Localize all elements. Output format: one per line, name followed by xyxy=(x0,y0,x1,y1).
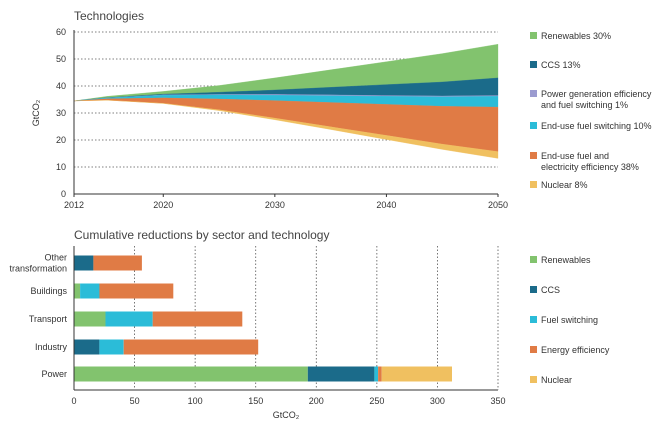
legend-swatch-ccs-13 xyxy=(530,61,537,68)
legend-label-end-use-fuel-and-electricity-efficiency-38: End-use fuel and electricity efficiency 3… xyxy=(541,151,639,172)
y-tick-label-60: 60 xyxy=(56,27,66,37)
x-tick-label-2020: 2020 xyxy=(153,200,173,210)
bar-buildings-renewables xyxy=(74,283,81,299)
bar-power-fuel-switching xyxy=(374,366,378,382)
bar-x-tick-label-350: 350 xyxy=(490,396,505,406)
reductions-axes: 0 50 100 150 200 250 300 350 Other transformation… xyxy=(9,246,506,406)
x-tick-label-2040: 2040 xyxy=(376,200,396,210)
legend-label-renewables: Renewables xyxy=(541,255,591,265)
legend-swatch-fuel-switching xyxy=(530,316,537,323)
legend-label-energy-efficiency: Energy efficiency xyxy=(541,345,610,355)
bar-buildings-fuel-switching xyxy=(80,283,100,299)
legend-label-end-use-fuel-switching-10: End-use fuel switching 10% xyxy=(541,121,652,131)
y-tick-label-50: 50 xyxy=(56,54,66,64)
bar-power-nuclear xyxy=(381,366,452,382)
x-tick-label-2030: 2030 xyxy=(265,200,285,210)
reductions-gridlines xyxy=(134,246,499,390)
legend-swatch-renewables-30 xyxy=(530,32,537,39)
area-nuclear-8 xyxy=(73,100,499,159)
legend-label-renewables-30: Renewables 30% xyxy=(541,31,611,41)
category-label-power: Power xyxy=(41,369,67,379)
legend-swatch-renewables xyxy=(530,256,537,263)
legend-label-ccs: CCS xyxy=(541,285,560,295)
technologies-area-series xyxy=(73,44,499,159)
category-label-transport: Transport xyxy=(29,314,68,324)
cumulative-reductions-bar-chart: Cumulative reductions by sector and tech… xyxy=(9,228,609,420)
legend-label-fuel-switching: Fuel switching xyxy=(541,315,598,325)
technologies-gridlines xyxy=(74,31,498,168)
category-label-other-transformation: Other transformation xyxy=(9,253,67,274)
bar-industry-fuel-switching xyxy=(99,339,124,355)
bar-other-transformation-energy-efficiency xyxy=(93,255,142,271)
y-tick-label-40: 40 xyxy=(56,81,66,91)
bar-x-tick-label-0: 0 xyxy=(71,396,76,406)
legend-swatch-nuclear-8 xyxy=(530,181,537,188)
legend-swatch-energy-efficiency xyxy=(530,346,537,353)
bar-power-ccs xyxy=(307,366,375,382)
bar-industry-ccs xyxy=(74,339,100,355)
category-label-buildings: Buildings xyxy=(30,286,67,296)
reductions-legend: Renewables CCS Fuel switching Energy effici… xyxy=(530,255,610,385)
bar-industry-energy-efficiency xyxy=(123,339,259,355)
x-tick-label-2050: 2050 xyxy=(488,200,508,210)
y-tick-label-10: 10 xyxy=(56,162,66,172)
y-tick-label-20: 20 xyxy=(56,135,66,145)
technologies-legend: Renewables 30% CCS 13% Power generation ef… xyxy=(530,31,652,190)
bar-x-tick-label-250: 250 xyxy=(369,396,384,406)
bar-x-tick-label-50: 50 xyxy=(130,396,140,406)
legend-label-nuclear-8: Nuclear 8% xyxy=(541,180,588,190)
technologies-title: Technologies xyxy=(74,9,144,23)
y-tick-label-30: 30 xyxy=(56,108,66,118)
bar-other-transformation-ccs xyxy=(74,255,94,271)
legend-label-power-generation-efficiency-and-fuel-switching-1: Power generation efficiency and fuel swit… xyxy=(541,89,652,110)
bar-x-tick-label-150: 150 xyxy=(248,396,263,406)
reductions-x-axis-label: GtCO₂ xyxy=(273,410,300,420)
legend-swatch-nuclear xyxy=(530,376,537,383)
bar-transport-energy-efficiency xyxy=(152,311,243,327)
technologies-y-axis-label: GtCO₂ xyxy=(31,99,41,126)
x-tick-label-2012: 2012 xyxy=(64,200,84,210)
category-label-industry: Industry xyxy=(35,342,68,352)
reductions-bars xyxy=(74,255,452,382)
bar-x-tick-label-200: 200 xyxy=(309,396,324,406)
legend-label-nuclear: Nuclear xyxy=(541,375,572,385)
bar-x-tick-label-100: 100 xyxy=(188,396,203,406)
legend-swatch-end-use-fuel-switching-10 xyxy=(530,122,537,129)
bar-power-energy-efficiency xyxy=(378,366,382,382)
bar-power-renewables xyxy=(74,366,308,382)
bar-buildings-energy-efficiency xyxy=(99,283,174,299)
legend-swatch-power-generation-efficiency-and-fuel-switching-1 xyxy=(530,90,537,97)
bar-transport-renewables xyxy=(74,311,106,327)
legend-swatch-ccs xyxy=(530,286,537,293)
bar-transport-fuel-switching xyxy=(105,311,153,327)
cumulative-reductions-title: Cumulative reductions by sector and tech… xyxy=(74,228,329,242)
legend-swatch-end-use-fuel-and-electricity-efficiency-38 xyxy=(530,152,537,159)
y-tick-label-0: 0 xyxy=(61,189,66,199)
legend-label-ccs-13: CCS 13% xyxy=(541,60,581,70)
bar-x-tick-label-300: 300 xyxy=(430,396,445,406)
